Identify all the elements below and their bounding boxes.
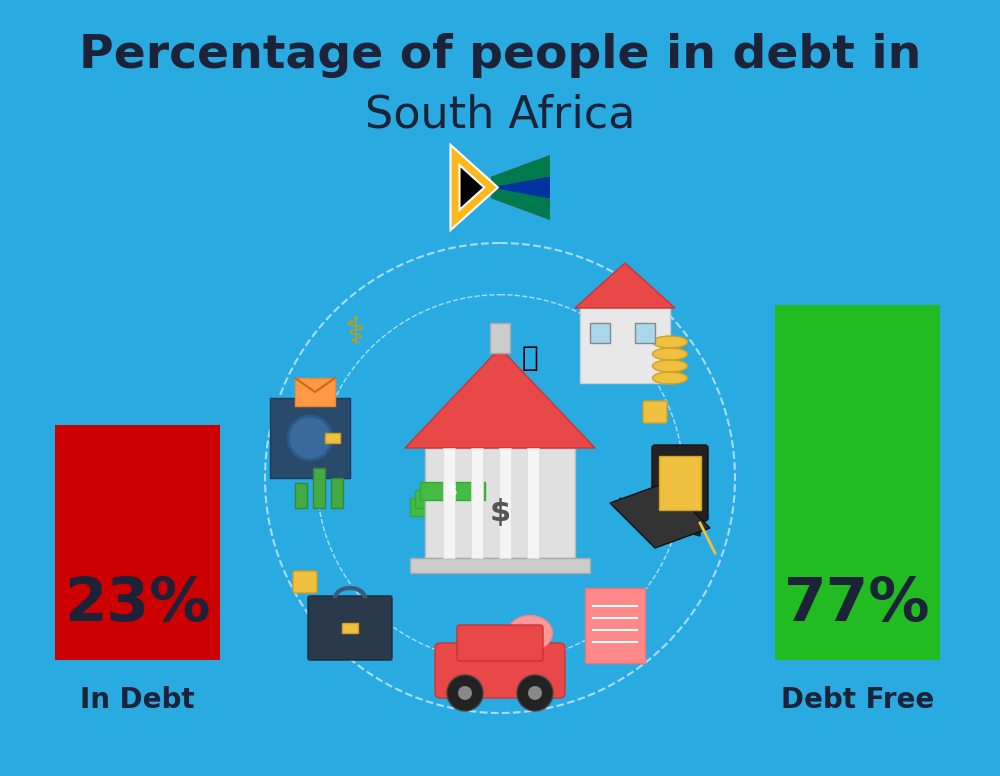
FancyBboxPatch shape (527, 448, 539, 558)
Ellipse shape (652, 348, 688, 360)
Ellipse shape (652, 336, 688, 348)
FancyBboxPatch shape (435, 643, 565, 698)
FancyBboxPatch shape (775, 305, 940, 660)
Text: 23%: 23% (64, 576, 211, 635)
Text: Percentage of people in debt in: Percentage of people in debt in (79, 33, 921, 78)
Ellipse shape (652, 372, 688, 384)
FancyBboxPatch shape (410, 558, 590, 573)
FancyBboxPatch shape (313, 468, 325, 508)
Text: 77%: 77% (784, 576, 931, 635)
FancyBboxPatch shape (295, 483, 307, 508)
Text: $: $ (439, 500, 447, 514)
Polygon shape (405, 348, 595, 448)
FancyBboxPatch shape (457, 625, 543, 661)
FancyBboxPatch shape (490, 323, 510, 353)
Polygon shape (491, 176, 550, 199)
FancyBboxPatch shape (652, 445, 708, 521)
Polygon shape (491, 188, 550, 220)
Polygon shape (491, 155, 550, 188)
Text: South Africa: South Africa (365, 93, 635, 137)
Polygon shape (491, 155, 550, 177)
Text: $: $ (489, 498, 511, 528)
FancyBboxPatch shape (443, 448, 455, 558)
FancyBboxPatch shape (342, 623, 358, 633)
Circle shape (528, 686, 542, 700)
Polygon shape (610, 483, 710, 548)
Circle shape (517, 675, 553, 711)
Polygon shape (491, 198, 550, 220)
FancyBboxPatch shape (295, 378, 335, 406)
Circle shape (288, 416, 332, 460)
Ellipse shape (652, 360, 688, 372)
Polygon shape (620, 498, 700, 536)
Polygon shape (575, 263, 675, 308)
FancyBboxPatch shape (635, 323, 655, 343)
Text: Debt Free: Debt Free (781, 686, 934, 714)
FancyBboxPatch shape (659, 456, 701, 510)
FancyBboxPatch shape (499, 448, 511, 558)
FancyBboxPatch shape (580, 308, 670, 383)
FancyBboxPatch shape (420, 482, 485, 500)
FancyBboxPatch shape (415, 490, 480, 508)
FancyBboxPatch shape (308, 596, 392, 660)
FancyBboxPatch shape (585, 588, 645, 663)
FancyBboxPatch shape (270, 398, 350, 478)
Text: ⚕: ⚕ (344, 314, 366, 352)
Text: $: $ (444, 492, 452, 506)
FancyBboxPatch shape (293, 571, 317, 593)
Circle shape (447, 675, 483, 711)
FancyBboxPatch shape (331, 478, 343, 508)
Text: $: $ (449, 484, 457, 498)
Polygon shape (455, 155, 491, 220)
FancyBboxPatch shape (471, 448, 483, 558)
Text: 🔑: 🔑 (522, 344, 538, 372)
FancyBboxPatch shape (643, 401, 667, 423)
FancyBboxPatch shape (410, 498, 475, 516)
Ellipse shape (508, 615, 552, 650)
Circle shape (458, 686, 472, 700)
FancyBboxPatch shape (55, 425, 220, 660)
Text: In Debt: In Debt (80, 686, 195, 714)
FancyBboxPatch shape (590, 323, 610, 343)
FancyBboxPatch shape (425, 448, 575, 558)
FancyBboxPatch shape (325, 433, 340, 443)
